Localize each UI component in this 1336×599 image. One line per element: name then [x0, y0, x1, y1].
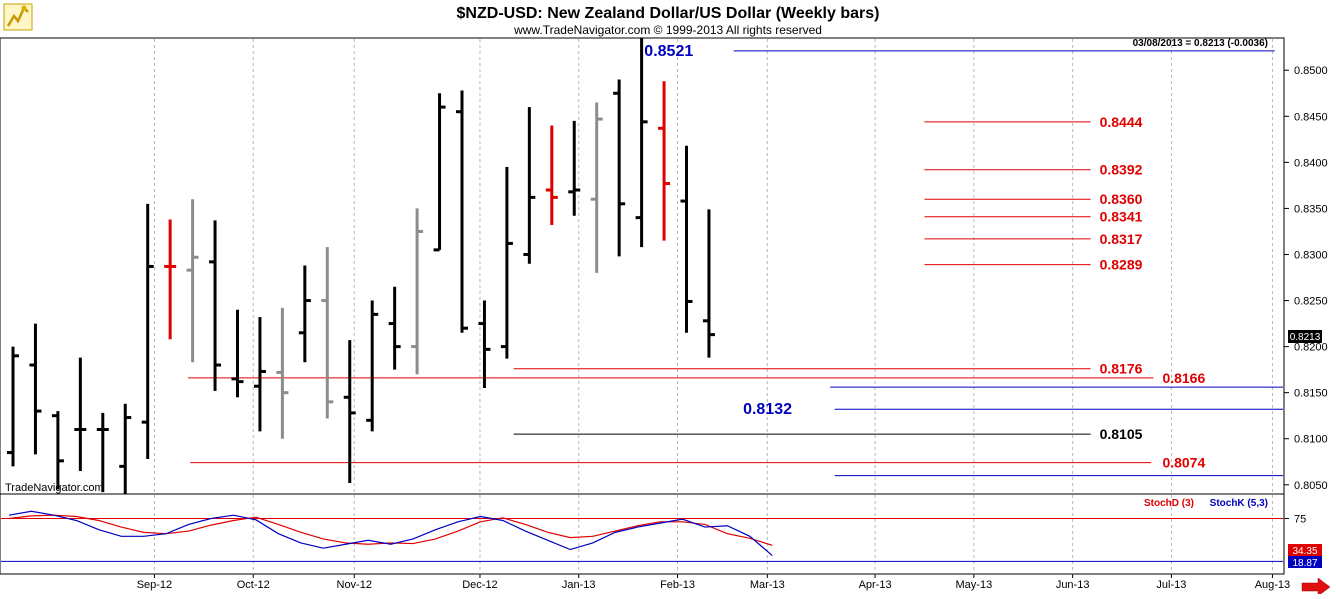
y-tick-label: 0.8500 [1294, 65, 1328, 77]
level-label: 0.8132 [743, 401, 792, 418]
x-tick-label: Dec-12 [462, 579, 497, 591]
level-label: 0.8074 [1162, 455, 1205, 471]
level-label: 0.8317 [1100, 231, 1143, 247]
level-label: 0.8166 [1162, 370, 1205, 386]
indicator-plot-frame [0, 493, 1285, 575]
last-quote-text: 03/08/2013 = 0.8213 (-0.0036) [1133, 38, 1268, 49]
stoch-d-value-text: 34.35 [1292, 546, 1317, 557]
level-label: 0.8392 [1100, 162, 1143, 178]
x-tick-label: Sep-12 [137, 579, 172, 591]
stoch-k-line [8, 510, 773, 557]
x-tick-label: Oct-12 [237, 579, 270, 591]
y-tick-label: 0.8350 [1294, 203, 1328, 215]
app-logo-icon [3, 3, 33, 31]
grid [153, 39, 1273, 574]
level-label: 0.8341 [1100, 209, 1143, 225]
level-label: 0.8289 [1100, 257, 1143, 273]
x-tick-label: Nov-12 [337, 579, 372, 591]
x-tick-label: Mar-13 [750, 579, 785, 591]
legend-stoch-d: StochD (3) [1144, 498, 1194, 509]
x-tick-label: Aug-13 [1255, 579, 1290, 591]
stoch-y-tick-label: 75 [1294, 514, 1306, 526]
x-tick-label: Jun-13 [1056, 579, 1090, 591]
watermark-text: TradeNavigator.com [5, 482, 104, 494]
y-tick-label: 0.8450 [1294, 111, 1328, 123]
price-levels: 0.8521 0.8444 0.8392 0.8360 0.8341 0.8317 0.82… [188, 43, 1283, 477]
level-label: 0.8444 [1100, 114, 1143, 130]
y-tick-label: 0.8100 [1294, 434, 1328, 446]
current-price-tag: 0.8213 [1288, 330, 1322, 343]
y-tick-label: 0.8400 [1294, 157, 1328, 169]
stoch-k-value-tag [1288, 556, 1322, 568]
stoch-d-value-tag [1288, 544, 1322, 556]
y-tick-label: 0.8150 [1294, 388, 1328, 400]
level-label: 0.8105 [1100, 426, 1143, 442]
y-tick-label: 0.8300 [1294, 249, 1328, 261]
current-price-tag-text: 0.8213 [1290, 332, 1321, 343]
level-label: 0.8176 [1100, 361, 1143, 377]
chart-title: $NZD-USD: New Zealand Dollar/US Dollar (… [457, 5, 880, 22]
ohlc-bars [7, 38, 715, 494]
legend-stoch-k: StochK (5,3) [1210, 498, 1268, 509]
x-tick-label: Jul-13 [1156, 579, 1186, 591]
level-label: 0.8521 [644, 43, 693, 60]
header: $NZD-USD: New Zealand Dollar/US Dollar (… [3, 3, 880, 37]
stoch-k-value-text: 18.87 [1292, 558, 1317, 569]
x-tick-label: Feb-13 [660, 579, 695, 591]
y-tick-label: 0.8050 [1294, 480, 1328, 492]
y-tick-label: 0.8250 [1294, 296, 1328, 308]
y-tick-label: 0.8200 [1294, 342, 1328, 354]
level-label: 0.8360 [1100, 191, 1143, 207]
x-tick-label: Apr-13 [859, 579, 892, 591]
copyright-text: www.TradeNavigator.com © 1999-2013 All r… [513, 23, 822, 37]
x-tick-label: May-13 [956, 579, 993, 591]
stoch-d-line [8, 514, 773, 546]
axes: Sep-12 Oct-12 Nov-12 Dec-12 Jan-13 Feb-13 Mar-… [137, 38, 1328, 591]
x-tick-label: Jan-13 [562, 579, 596, 591]
scroll-right-arrow-icon[interactable] [1301, 577, 1331, 597]
